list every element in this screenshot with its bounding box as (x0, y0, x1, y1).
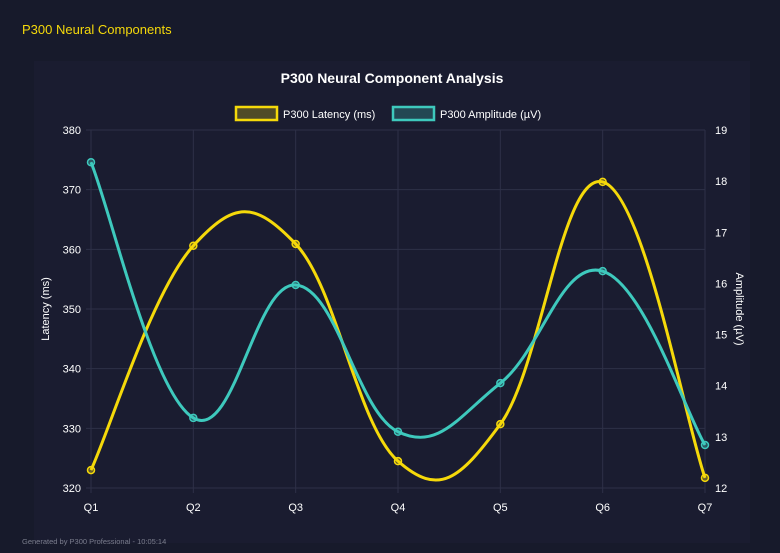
legend-label: P300 Amplitude (µV) (440, 109, 541, 121)
footer-text: Generated by P300 Professional - 10:05:1… (22, 537, 167, 546)
y-right-tick-label: 15 (715, 330, 727, 342)
chart-title: P300 Neural Component Analysis (281, 70, 504, 86)
y-right-tick-label: 13 (715, 432, 727, 444)
data-point (700, 473, 710, 483)
legend-label: P300 Latency (ms) (283, 109, 375, 121)
data-point (393, 427, 403, 436)
y-left-label: Latency (ms) (40, 277, 52, 341)
data-point (291, 239, 300, 249)
data-point (700, 440, 710, 450)
y-right-label: Amplitude (µV) (733, 273, 745, 346)
data-point (291, 280, 300, 290)
y-left-tick-label: 350 (63, 304, 81, 316)
data-point (189, 413, 198, 423)
x-tick-label: Q5 (493, 502, 508, 514)
x-tick-label: Q7 (698, 502, 713, 514)
y-left-tick-label: 380 (63, 125, 81, 137)
data-point (189, 241, 198, 251)
legend-swatch (391, 105, 436, 122)
x-tick-label: Q2 (186, 502, 201, 514)
x-tick-label: Q1 (84, 502, 99, 514)
data-point (598, 266, 607, 276)
legend-swatch (234, 105, 279, 122)
y-right-tick-label: 16 (715, 278, 727, 290)
series-line-1 (89, 180, 707, 482)
page-title: P300 Neural Components (22, 22, 172, 37)
data-point (86, 157, 96, 167)
data-point (496, 378, 505, 388)
y-right-tick-label: 18 (715, 176, 727, 188)
y-right-tick-label: 17 (715, 227, 727, 239)
chart-card (34, 61, 750, 543)
y-right-tick-label: 14 (715, 381, 727, 393)
y-left-tick-label: 320 (63, 483, 81, 495)
data-point (86, 465, 96, 475)
x-tick-label: Q4 (391, 502, 406, 514)
data-point (598, 177, 607, 187)
y-right-tick-label: 12 (715, 483, 727, 495)
series-line-2 (89, 161, 707, 446)
y-left-tick-label: 330 (63, 423, 81, 435)
y-left-tick-label: 370 (63, 185, 81, 197)
y-left-tick-label: 340 (63, 364, 81, 376)
x-tick-label: Q6 (595, 502, 610, 514)
y-right-tick-label: 19 (715, 125, 727, 137)
data-point (393, 456, 403, 466)
y-left-tick-label: 360 (63, 244, 81, 256)
data-point (496, 419, 505, 429)
x-tick-label: Q3 (288, 502, 303, 514)
